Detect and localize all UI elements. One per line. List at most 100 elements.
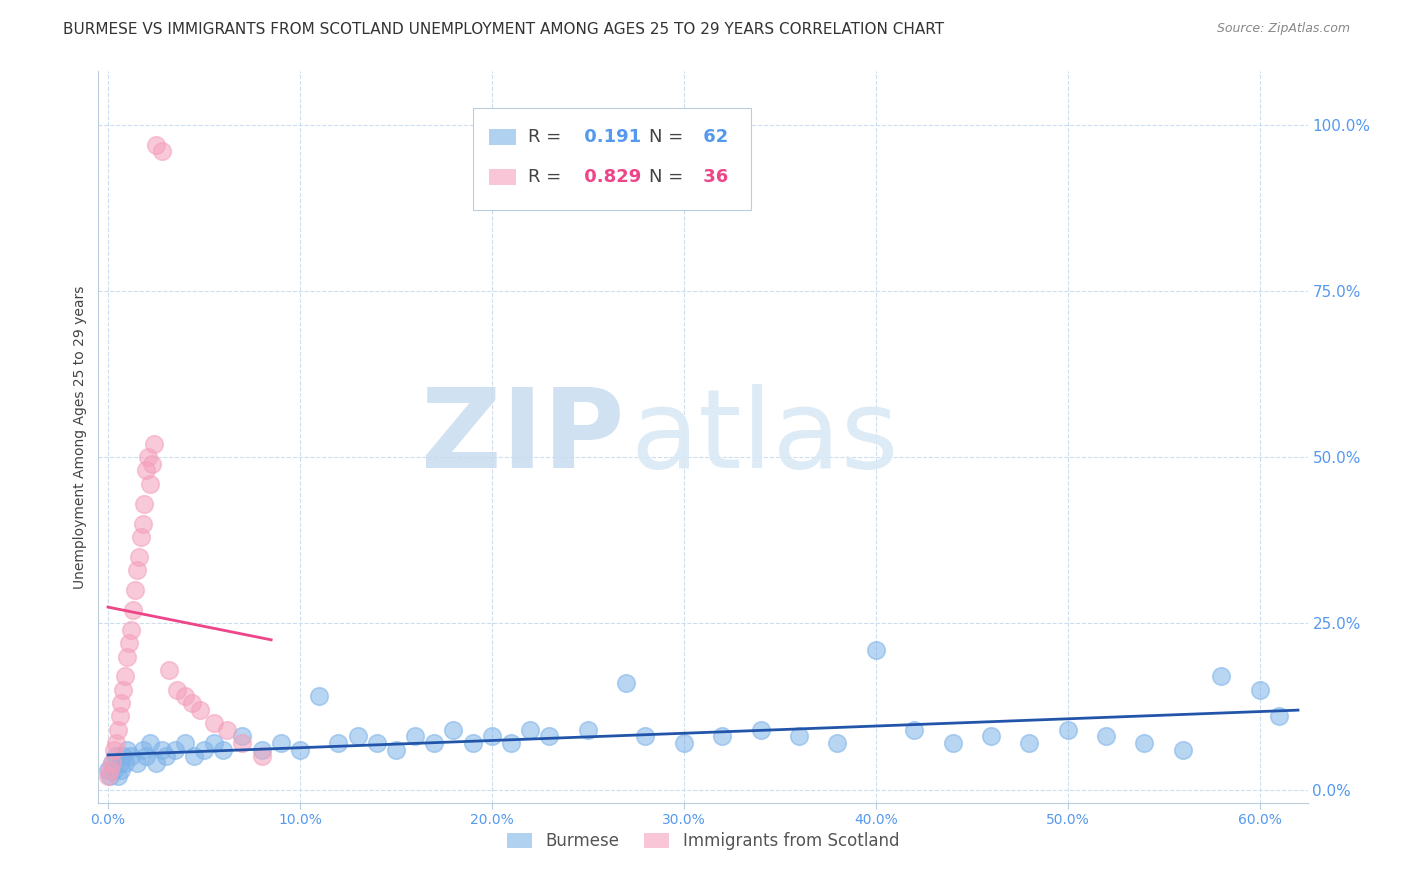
Text: 62: 62: [697, 128, 728, 146]
Point: [139, 476, 162, 491]
Point: [634, 729, 657, 743]
Point: [131, 742, 153, 756]
Text: N =: N =: [648, 128, 683, 146]
Point: [183, 749, 205, 764]
Point: [193, 742, 215, 756]
Point: [903, 723, 925, 737]
Point: [136, 450, 159, 464]
Point: [97, 769, 120, 783]
Text: Source: ZipAtlas.com: Source: ZipAtlas.com: [1216, 22, 1350, 36]
Point: [112, 749, 135, 764]
FancyBboxPatch shape: [489, 169, 516, 186]
Point: [114, 756, 136, 770]
Point: [103, 763, 125, 777]
Point: [865, 643, 887, 657]
Point: [104, 749, 127, 764]
Point: [385, 742, 408, 756]
Point: [107, 723, 129, 737]
Point: [120, 749, 142, 764]
Point: [101, 756, 124, 770]
Point: [711, 729, 734, 743]
Point: [787, 729, 810, 743]
Point: [404, 729, 426, 743]
Point: [749, 723, 772, 737]
FancyBboxPatch shape: [474, 108, 751, 211]
Point: [250, 742, 273, 756]
Point: [173, 690, 195, 704]
Point: [308, 690, 330, 704]
Point: [1171, 742, 1194, 756]
Point: [131, 516, 153, 531]
Point: [499, 736, 522, 750]
Point: [827, 736, 849, 750]
Point: [118, 636, 141, 650]
Point: [202, 716, 225, 731]
Text: R =: R =: [527, 128, 561, 146]
Point: [519, 723, 541, 737]
Point: [346, 729, 368, 743]
Text: R =: R =: [527, 169, 561, 186]
Point: [188, 703, 211, 717]
Point: [115, 742, 138, 756]
Point: [135, 463, 157, 477]
Point: [98, 769, 121, 783]
Point: [366, 736, 388, 750]
Point: [1018, 736, 1040, 750]
Point: [538, 729, 561, 743]
Point: [108, 756, 131, 770]
Text: atlas: atlas: [630, 384, 898, 491]
Point: [1095, 729, 1118, 743]
Point: [124, 582, 146, 597]
Point: [173, 736, 195, 750]
Point: [166, 682, 188, 697]
Point: [155, 749, 177, 764]
Point: [231, 729, 253, 743]
Point: [443, 723, 465, 737]
Point: [1056, 723, 1078, 737]
Point: [270, 736, 292, 750]
Point: [110, 696, 132, 710]
Point: [461, 736, 484, 750]
FancyBboxPatch shape: [489, 129, 516, 145]
Text: 0.829: 0.829: [578, 169, 641, 186]
Point: [215, 723, 238, 737]
Point: [110, 763, 132, 777]
Point: [104, 736, 127, 750]
Point: [103, 742, 125, 756]
Point: [115, 649, 138, 664]
Point: [108, 709, 131, 723]
Point: [1249, 682, 1271, 697]
Point: [112, 682, 135, 697]
Point: [97, 763, 120, 777]
Point: [165, 742, 187, 756]
Point: [145, 137, 167, 152]
Point: [328, 736, 350, 750]
Point: [941, 736, 963, 750]
Point: [1268, 709, 1291, 723]
Text: ZIP: ZIP: [420, 384, 624, 491]
Text: BURMESE VS IMMIGRANTS FROM SCOTLAND UNEMPLOYMENT AMONG AGES 25 TO 29 YEARS CORRE: BURMESE VS IMMIGRANTS FROM SCOTLAND UNEM…: [63, 22, 945, 37]
Point: [120, 623, 142, 637]
Point: [672, 736, 695, 750]
Text: 0.191: 0.191: [578, 128, 641, 146]
Point: [143, 436, 166, 450]
Point: [481, 729, 503, 743]
Point: [980, 729, 1002, 743]
Point: [576, 723, 599, 737]
Point: [181, 696, 204, 710]
Point: [1211, 669, 1233, 683]
Point: [614, 676, 637, 690]
Text: N =: N =: [648, 169, 683, 186]
Point: [141, 457, 163, 471]
Text: 36: 36: [697, 169, 728, 186]
Point: [98, 763, 121, 777]
Point: [107, 769, 129, 783]
Point: [231, 736, 253, 750]
Point: [139, 736, 162, 750]
Point: [250, 749, 273, 764]
Point: [128, 549, 150, 564]
Point: [150, 742, 173, 756]
Point: [101, 756, 124, 770]
Point: [202, 736, 225, 750]
Point: [135, 749, 157, 764]
